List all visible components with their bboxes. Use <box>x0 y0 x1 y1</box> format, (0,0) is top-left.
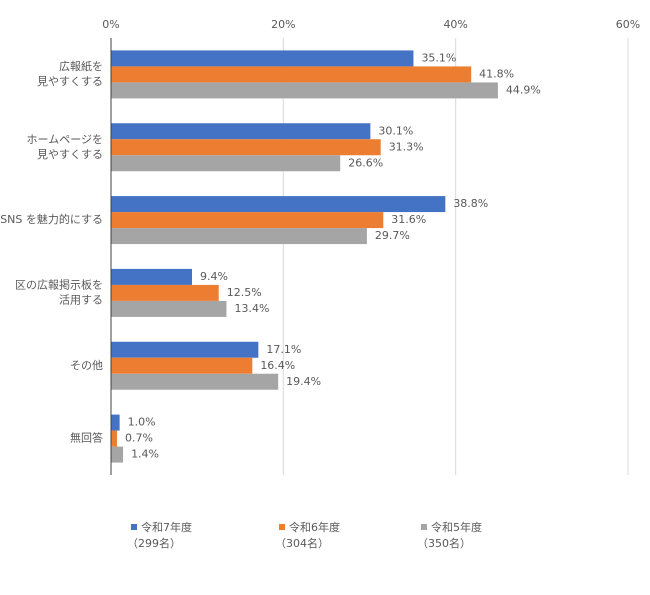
legend-label: （350名） <box>417 536 471 550</box>
category-label: その他 <box>70 359 103 372</box>
category-label: 活用する <box>59 293 103 306</box>
value-label: 41.8% <box>479 67 514 80</box>
category-label: 区の広報掲示板を <box>15 277 103 291</box>
value-label: 0.7% <box>125 432 153 445</box>
bar <box>111 196 446 213</box>
value-label: 35.1% <box>421 51 456 64</box>
value-label: 31.3% <box>389 140 424 153</box>
bar <box>111 373 279 390</box>
bar <box>111 139 381 156</box>
value-label: 29.7% <box>375 229 410 242</box>
legend-label: （299名） <box>127 536 181 550</box>
legend-swatch <box>131 524 137 530</box>
value-label: 17.1% <box>266 343 301 356</box>
category-label: SNS を魅力的にする <box>0 212 103 226</box>
bar <box>111 357 253 374</box>
category-label: 見やすくする <box>37 75 103 88</box>
value-label: 12.5% <box>227 286 262 299</box>
bar <box>111 228 367 245</box>
legend-label: 令和5年度 <box>431 520 482 534</box>
bar <box>111 123 371 140</box>
bar <box>111 268 192 285</box>
bar <box>111 66 472 83</box>
bar <box>111 341 259 358</box>
value-label: 19.4% <box>286 375 321 388</box>
bar <box>111 155 341 172</box>
x-tick-label: 40% <box>443 18 467 31</box>
value-label: 1.4% <box>131 448 159 461</box>
legend-label: 令和6年度 <box>289 520 340 534</box>
bar <box>111 300 227 317</box>
category-label: 広報紙を <box>59 59 103 73</box>
value-label: 16.4% <box>260 359 295 372</box>
value-label: 26.6% <box>348 156 383 169</box>
value-label: 38.8% <box>453 197 488 210</box>
value-label: 13.4% <box>234 302 269 315</box>
value-label: 30.1% <box>378 124 413 137</box>
x-tick-label: 20% <box>271 18 295 31</box>
bar <box>111 446 124 463</box>
bar <box>111 430 118 447</box>
category-label: 見やすくする <box>37 148 103 161</box>
category-label: ホームページを <box>27 133 103 146</box>
legend-label: 令和7年度 <box>141 520 192 534</box>
bar <box>111 284 219 301</box>
value-label: 9.4% <box>200 270 228 283</box>
value-label: 44.9% <box>506 83 541 96</box>
legend-label: （304名） <box>275 536 329 550</box>
value-label: 1.0% <box>128 416 156 429</box>
bar <box>111 50 414 67</box>
x-tick-label: 60% <box>616 18 640 31</box>
legend-swatch <box>421 524 427 530</box>
category-label: 無回答 <box>70 431 103 445</box>
value-label: 31.6% <box>391 213 426 226</box>
legend-swatch <box>279 524 285 530</box>
bar <box>111 414 120 431</box>
bar <box>111 82 498 99</box>
bar <box>111 212 384 229</box>
x-tick-label: 0% <box>102 18 119 31</box>
